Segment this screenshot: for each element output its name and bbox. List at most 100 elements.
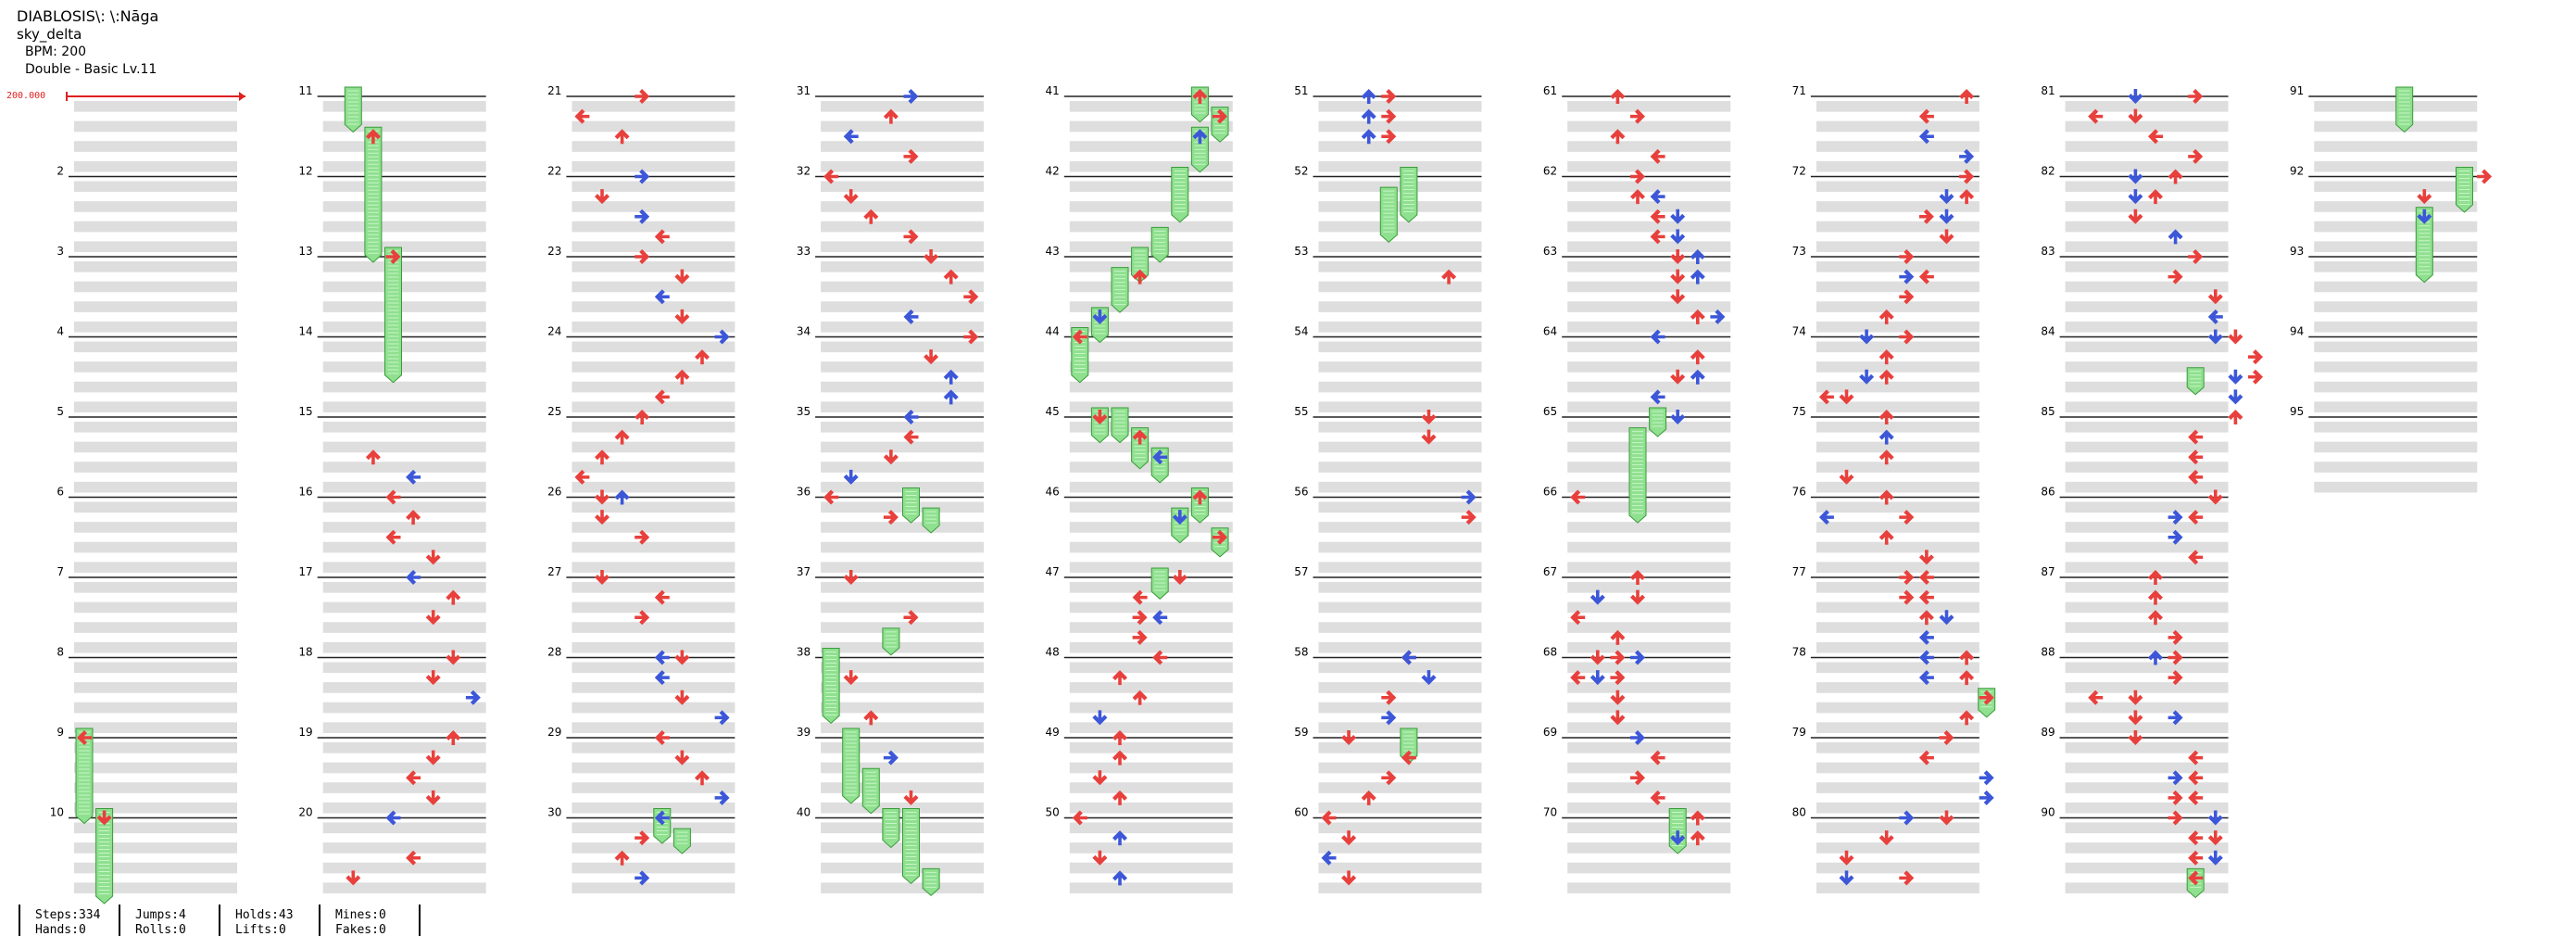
arrow-left-icon [1918,750,1934,766]
measure-6: 6 [57,486,237,573]
arrow-down-icon [903,790,919,805]
beat-band [1567,782,1731,793]
beat-band [1816,722,1979,733]
arrow-left-icon [385,529,401,545]
arrow-up-icon [1690,269,1705,285]
measure-92: 92 [2290,165,2478,252]
measure-number: 47 [1046,565,1060,578]
arrow-down-icon [1670,269,1686,285]
stat-line: Hands:0 [35,923,86,937]
measure-number: 32 [797,165,810,178]
beat-band [2065,601,2229,614]
arrow-down-icon [2128,189,2143,205]
measure-number: 61 [1543,84,1557,97]
measure-number: 45 [1046,405,1060,418]
arrow-left-icon [2188,870,2204,886]
beat-band [2065,160,2229,172]
arrow-down-icon [1590,670,1605,686]
arrow-up-icon [863,209,879,224]
beat-band [2065,742,2229,753]
arrow-up-icon [1132,269,1148,285]
beat-band [322,622,486,633]
beat-band [2314,321,2478,333]
measure-number: 13 [298,245,312,258]
beat-band [2065,802,2229,814]
measure-number: 81 [2041,84,2055,97]
beat-band [1816,742,1979,753]
arrow-down-icon [2128,710,2143,726]
beat-band [1567,601,1731,614]
beat-band [2065,882,2229,893]
arrow-left-icon [2188,469,2204,485]
beat-band [1069,341,1233,353]
measure-number: 49 [1046,726,1060,739]
beat-band [322,501,486,513]
beat-band [1567,541,1731,553]
beat-band [1567,120,1731,133]
measure-58: 58 [1294,646,1482,733]
arrow-up-icon [1112,750,1127,766]
measure-86: 86 [2041,486,2229,573]
measure-64: 64 [1543,325,1731,412]
beat-band [1567,562,1731,573]
beat-band [1069,562,1233,573]
arrow-right-icon [1381,108,1397,124]
beat-band [322,160,486,172]
arrow-down-icon [1939,209,1954,224]
measure-82: 82 [2041,165,2229,252]
arrow-right-icon [1899,510,1915,525]
arrow-down-icon [1172,510,1187,525]
stat-line: Fakes:0 [335,923,386,937]
arrow-down-icon [1341,730,1357,745]
measure-number: 88 [2041,646,2055,659]
beat-band [2065,341,2229,353]
measure-number: 75 [1792,405,1806,418]
beat-band [1816,361,1979,373]
beat-band [821,261,985,272]
beat-band [572,301,735,312]
beat-band [821,882,985,893]
arrow-down-icon [1918,550,1934,565]
arrow-down-icon [1670,410,1686,424]
beat-band [1567,682,1731,693]
stats-separator [219,905,220,936]
beat-band [1567,141,1731,152]
arrow-right-icon [714,710,730,726]
beat-band [821,141,985,152]
hold-note [902,487,920,524]
beat-band [74,181,237,193]
arrow-down-icon [1172,570,1187,585]
arrow-down-icon [1670,249,1686,264]
measure-number: 9 [57,726,64,739]
arrow-up-icon [2148,610,2163,626]
arrow-left-icon [2188,790,2204,805]
arrow-down-icon [2128,730,2143,745]
beat-band [2065,622,2229,633]
beat-band [322,341,486,353]
arrow-right-icon [1461,510,1476,525]
arrow-up-icon [1690,249,1705,264]
beat-band [1816,782,1979,793]
beat-band [821,301,985,312]
arrow-down-icon [425,670,441,686]
arrow-up-icon [635,410,650,424]
beat-band [1318,601,1482,614]
arrow-right-icon [635,870,650,886]
measure-29: 29 [547,726,735,814]
measure-number: 25 [547,405,561,418]
beat-band [2065,582,2229,593]
measure-number: 39 [797,726,810,739]
measure-number: 83 [2041,245,2055,258]
beat-band [2065,722,2229,733]
arrow-left-icon [654,810,670,826]
arrow-up-icon [406,510,421,525]
beat-band [821,662,985,674]
beat-band [1816,321,1979,333]
beat-band [2314,462,2478,473]
beat-band [572,160,735,172]
beat-band [2065,221,2229,233]
arrow-up-icon [614,129,630,145]
beat-band [1318,101,1482,112]
arrow-up-icon [1361,129,1376,145]
measure-number: 65 [1543,405,1557,418]
